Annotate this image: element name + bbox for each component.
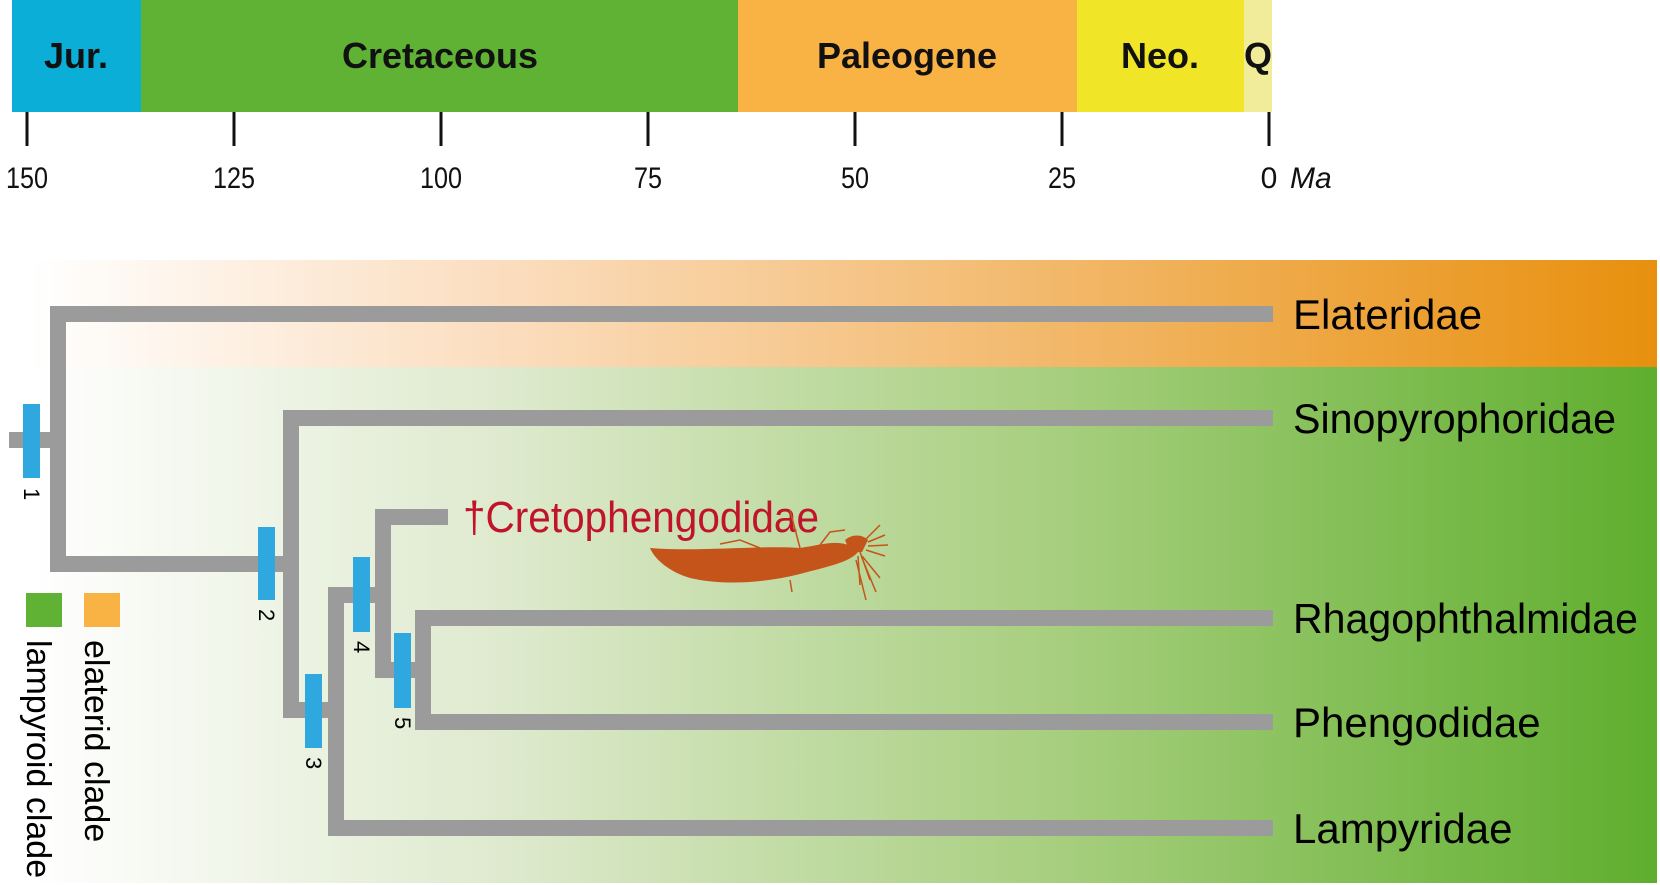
- time-axis: [25, 112, 1271, 146]
- branch-rhagophthalmidae: [415, 610, 1273, 626]
- node-label: 5: [390, 717, 415, 729]
- axis-labels: 150 125 100 75 50 25 0 Ma: [6, 162, 1332, 195]
- taxon-phengodidae: Phengodidae: [1293, 699, 1541, 746]
- period-label: Paleogene: [817, 35, 997, 76]
- tick-label: 100: [420, 162, 462, 195]
- tick-label: 50: [841, 162, 869, 195]
- node-bar-4: [353, 557, 370, 632]
- branch: [328, 587, 344, 836]
- taxon-labels: Elateridae Sinopyrophoridae †Cretophengo…: [463, 291, 1638, 852]
- node-label: 1: [19, 488, 44, 500]
- period-quaternary: [1244, 0, 1272, 112]
- node-bar-1: [23, 404, 40, 478]
- branch-cretophengodidae: [375, 509, 448, 525]
- branch: [50, 556, 298, 572]
- geologic-timescale: Jur. Cretaceous Paleogene Neo. Q: [12, 0, 1272, 112]
- taxon-elateridae: Elateridae: [1293, 291, 1482, 338]
- period-label: Cretaceous: [342, 35, 538, 76]
- legend-swatch-lampyroid: [26, 593, 62, 627]
- period-label: Jur.: [44, 35, 108, 76]
- branch: [50, 306, 66, 572]
- branch: [415, 610, 431, 730]
- period-cretaceous: [141, 0, 738, 112]
- tick-label: 150: [6, 162, 48, 195]
- period-neogene: [1077, 0, 1244, 112]
- legend-label-lampyroid: lampyroid clade: [19, 640, 57, 878]
- node-bar-2: [258, 527, 275, 600]
- branch: [283, 410, 299, 718]
- node-label: 3: [301, 757, 326, 769]
- node-bar-5: [394, 633, 411, 708]
- period-paleogene: [738, 0, 1077, 112]
- period-label: Q: [1244, 35, 1272, 76]
- period-jurassic: [12, 0, 141, 112]
- tree-branches: [9, 306, 1273, 836]
- taxon-lampyridae: Lampyridae: [1293, 805, 1512, 852]
- legend: elaterid clade lampyroid clade: [19, 593, 120, 878]
- node-label: 2: [254, 609, 279, 621]
- taxon-cretophengodidae: †Cretophengodidae: [463, 493, 819, 542]
- legend-label-elaterid: elaterid clade: [77, 640, 115, 842]
- branch-phengodidae: [415, 714, 1273, 730]
- tick-label: 0: [1261, 162, 1278, 195]
- tick-label: 125: [213, 162, 255, 195]
- branch-lampyridae: [328, 820, 1273, 836]
- node-age-bars: 1 2 3 4 5: [19, 404, 415, 769]
- tick-label: 25: [1048, 162, 1076, 195]
- tick-label: 75: [634, 162, 662, 195]
- taxon-sinopyrophoridae: Sinopyrophoridae: [1293, 395, 1616, 442]
- axis-unit: Ma: [1290, 162, 1332, 195]
- branch: [375, 509, 391, 678]
- node-label: 4: [349, 641, 374, 653]
- period-label: Neo.: [1121, 35, 1199, 76]
- branch-sinopyrophoridae: [283, 410, 1273, 426]
- taxon-rhagophthalmidae: Rhagophthalmidae: [1293, 595, 1638, 642]
- node-bar-3: [305, 674, 322, 748]
- fossil-beetle-illustration: [650, 509, 889, 601]
- legend-swatch-elaterid: [84, 593, 120, 627]
- branch-elateridae: [50, 306, 1273, 322]
